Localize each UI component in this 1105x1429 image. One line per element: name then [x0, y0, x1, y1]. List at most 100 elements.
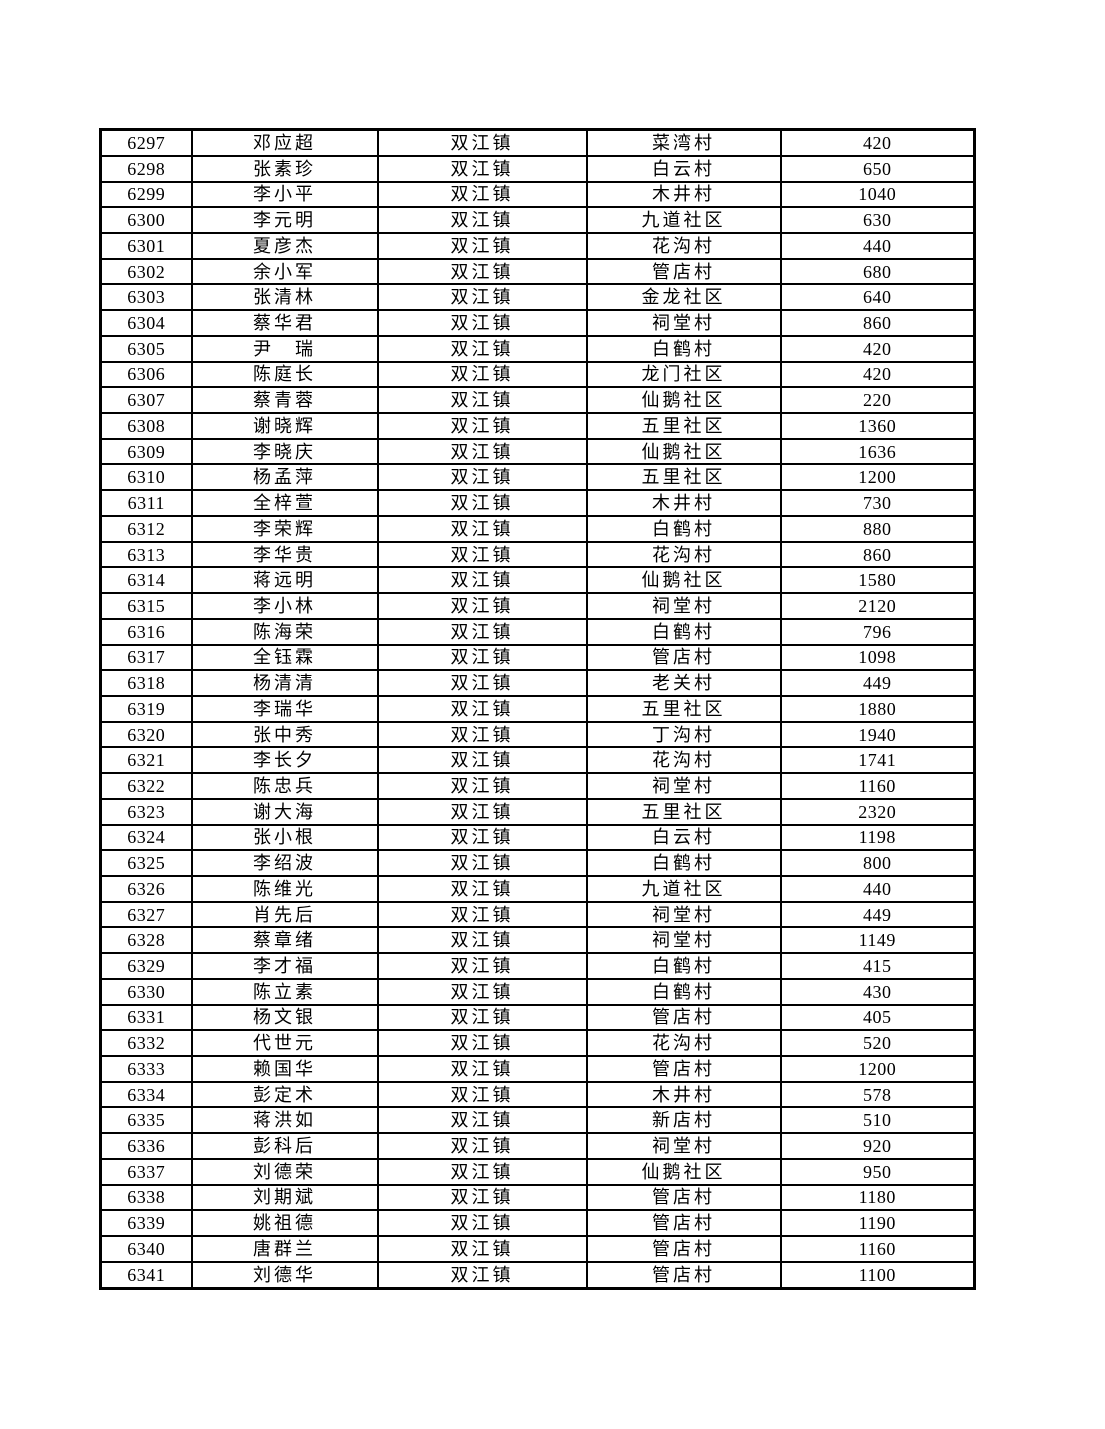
cell-village: 五里社区 [585, 694, 782, 723]
cell-town: 双江镇 [376, 1055, 588, 1083]
cell-amount: 1198 [779, 823, 976, 852]
cell-serial: 6324 [99, 823, 193, 852]
cell-amount: 420 [779, 128, 976, 157]
cell-name: 李荣辉 [190, 514, 379, 543]
cell-town: 双江镇 [376, 334, 588, 363]
cell-village: 白鹤村 [585, 334, 782, 363]
cell-town: 双江镇 [376, 309, 588, 337]
cell-serial: 6329 [99, 952, 193, 980]
cell-village: 祠堂村 [585, 926, 782, 955]
table-row: 6333 赖国华 双江镇 管店村 1200 [99, 1055, 976, 1083]
cell-village: 丁沟村 [585, 720, 782, 749]
cell-village: 管店村 [585, 1055, 782, 1083]
table-row: 6302 余小军 双江镇 管店村 680 [99, 257, 976, 286]
cell-village: 白鹤村 [585, 952, 782, 980]
cell-name: 李小林 [190, 592, 379, 620]
cell-name: 蒋洪如 [190, 1106, 379, 1135]
cell-amount: 950 [779, 1157, 976, 1186]
table-row: 6311 全梓萱 双江镇 木井村 730 [99, 489, 976, 517]
cell-name: 尹 瑞 [190, 334, 379, 363]
cell-village: 祠堂村 [585, 309, 782, 337]
cell-town: 双江镇 [376, 1235, 588, 1263]
table-row: 6335 蒋洪如 双江镇 新店村 510 [99, 1106, 976, 1135]
cell-serial: 6307 [99, 386, 193, 415]
cell-name: 陈海荣 [190, 617, 379, 646]
cell-village: 金龙社区 [585, 283, 782, 312]
cell-town: 双江镇 [376, 900, 588, 929]
table-row: 6320 张中秀 双江镇 丁沟村 1940 [99, 720, 976, 749]
cell-town: 双江镇 [376, 772, 588, 800]
cell-town: 双江镇 [376, 154, 588, 183]
cell-name: 李小平 [190, 180, 379, 209]
cell-town: 双江镇 [376, 720, 588, 749]
cell-amount: 520 [779, 1029, 976, 1058]
cell-village: 仙鹅社区 [585, 437, 782, 466]
table-row: 6330 陈立素 双江镇 白鹤村 430 [99, 977, 976, 1006]
cell-town: 双江镇 [376, 283, 588, 312]
table-row: 6307 蔡青蓉 双江镇 仙鹅社区 220 [99, 386, 976, 415]
cell-village: 祠堂村 [585, 900, 782, 929]
table-row: 6321 李长夕 双江镇 花沟村 1741 [99, 746, 976, 775]
cell-serial: 6330 [99, 977, 193, 1006]
cell-amount: 640 [779, 283, 976, 312]
cell-town: 双江镇 [376, 1132, 588, 1160]
cell-serial: 6317 [99, 643, 193, 672]
cell-amount: 650 [779, 154, 976, 183]
table-row: 6305 尹 瑞 双江镇 白鹤村 420 [99, 334, 976, 363]
cell-amount: 1180 [779, 1183, 976, 1212]
table-row: 6322 陈忠兵 双江镇 祠堂村 1160 [99, 772, 976, 800]
cell-serial: 6341 [99, 1260, 193, 1290]
cell-serial: 6322 [99, 772, 193, 800]
cell-village: 仙鹅社区 [585, 566, 782, 595]
cell-amount: 860 [779, 309, 976, 337]
cell-amount: 415 [779, 952, 976, 980]
table-row: 6308 谢晓辉 双江镇 五里社区 1360 [99, 412, 976, 440]
cell-town: 双江镇 [376, 1003, 588, 1032]
cell-village: 新店村 [585, 1106, 782, 1135]
cell-town: 双江镇 [376, 180, 588, 209]
cell-serial: 6316 [99, 617, 193, 646]
cell-amount: 1190 [779, 1209, 976, 1238]
cell-serial: 6305 [99, 334, 193, 363]
cell-town: 双江镇 [376, 1209, 588, 1238]
cell-serial: 6313 [99, 540, 193, 569]
cell-name: 赖国华 [190, 1055, 379, 1083]
cell-name: 全梓萱 [190, 489, 379, 517]
cell-name: 代世元 [190, 1029, 379, 1058]
cell-name: 彭定术 [190, 1080, 379, 1109]
cell-town: 双江镇 [376, 874, 588, 903]
table-row: 6306 陈庭长 双江镇 龙门社区 420 [99, 360, 976, 389]
cell-village: 九道社区 [585, 874, 782, 903]
cell-serial: 6300 [99, 206, 193, 235]
table-row: 6297 邓应超 双江镇 菜湾村 420 [99, 128, 976, 157]
table-row: 6313 李华贵 双江镇 花沟村 860 [99, 540, 976, 569]
table-row: 6340 唐群兰 双江镇 管店村 1160 [99, 1235, 976, 1263]
cell-town: 双江镇 [376, 1080, 588, 1109]
cell-amount: 2120 [779, 592, 976, 620]
cell-town: 双江镇 [376, 797, 588, 826]
cell-amount: 1940 [779, 720, 976, 749]
cell-serial: 6308 [99, 412, 193, 440]
cell-village: 菜湾村 [585, 128, 782, 157]
table-row: 6337 刘德荣 双江镇 仙鹅社区 950 [99, 1157, 976, 1186]
cell-village: 祠堂村 [585, 592, 782, 620]
table-row: 6310 杨孟萍 双江镇 五里社区 1200 [99, 463, 976, 492]
cell-name: 张清林 [190, 283, 379, 312]
cell-village: 九道社区 [585, 206, 782, 235]
table-row: 6338 刘期斌 双江镇 管店村 1180 [99, 1183, 976, 1212]
cell-serial: 6320 [99, 720, 193, 749]
cell-serial: 6297 [99, 128, 193, 157]
table-row: 6301 夏彦杰 双江镇 花沟村 440 [99, 232, 976, 260]
cell-amount: 440 [779, 874, 976, 903]
cell-amount: 800 [779, 849, 976, 877]
cell-serial: 6338 [99, 1183, 193, 1212]
cell-serial: 6314 [99, 566, 193, 595]
cell-town: 双江镇 [376, 926, 588, 955]
cell-town: 双江镇 [376, 206, 588, 235]
cell-amount: 796 [779, 617, 976, 646]
cell-town: 双江镇 [376, 746, 588, 775]
cell-serial: 6319 [99, 694, 193, 723]
cell-name: 蔡青蓉 [190, 386, 379, 415]
cell-amount: 430 [779, 977, 976, 1006]
cell-name: 彭科后 [190, 1132, 379, 1160]
